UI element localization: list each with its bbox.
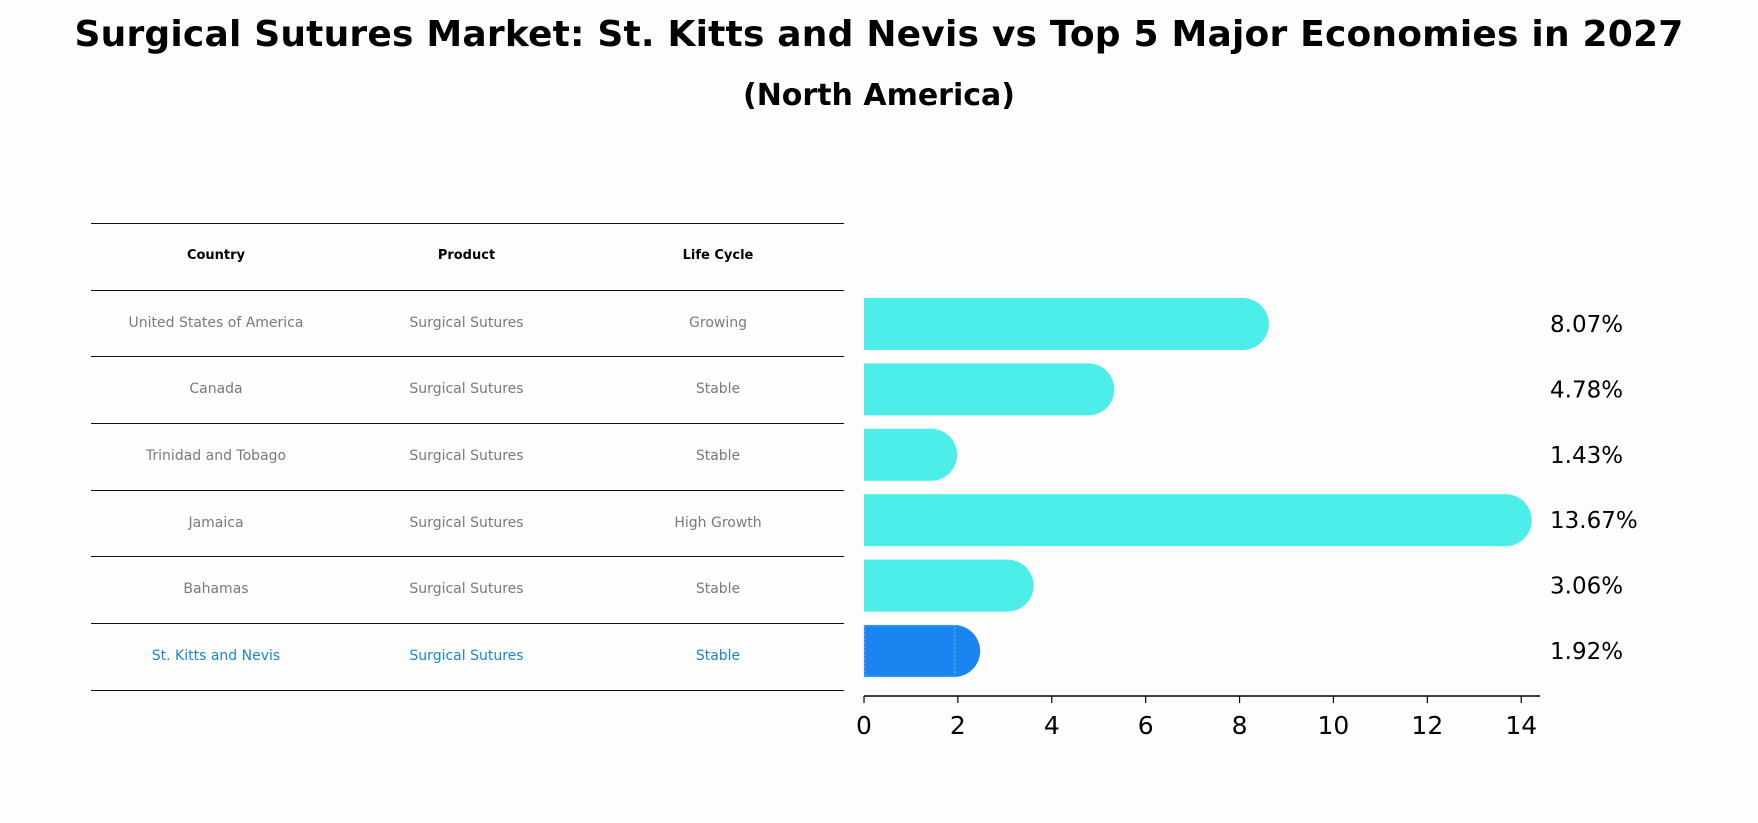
x-tick-label: 12 <box>1411 711 1443 740</box>
bar-value-label: 8.07% <box>1550 312 1623 338</box>
x-tick-label: 4 <box>1044 711 1060 740</box>
table-header-life-cycle: Life Cycle <box>682 248 754 263</box>
x-tick-label: 6 <box>1138 711 1154 740</box>
table-cell-product: Surgical Sutures <box>409 581 524 597</box>
chart-subtitle: (North America) <box>742 78 1015 113</box>
table-cell-life-cycle-highlight: Stable <box>695 648 741 664</box>
bar-cap <box>981 559 1034 612</box>
bar <box>864 363 1089 416</box>
table-cell-product: Surgical Sutures <box>409 448 524 464</box>
table-cell-country: Trinidad and Tobago <box>145 448 287 464</box>
bar-cap-highlight <box>928 625 981 677</box>
table-header-country: Country <box>186 248 246 263</box>
table-rule <box>91 623 844 624</box>
table-cell-product-highlight: Surgical Sutures <box>409 648 524 664</box>
bar-cap <box>1479 494 1532 547</box>
table-cell-life-cycle: Stable <box>695 448 741 464</box>
table-rule <box>91 223 844 224</box>
bar-cap <box>1216 298 1269 350</box>
table-cell-country: Bahamas <box>183 581 249 597</box>
table-rule <box>91 423 844 424</box>
table-cell-life-cycle: Growing <box>689 315 747 331</box>
table-cell-country: Jamaica <box>188 515 244 531</box>
table-rule <box>91 356 844 357</box>
table-cell-product: Surgical Sutures <box>409 315 524 331</box>
bar-value-label: 3.06% <box>1550 574 1623 600</box>
bar-value-label: 1.43% <box>1550 443 1623 469</box>
chart-title: Surgical Sutures Market: St. Kitts and N… <box>74 14 1684 55</box>
bar <box>864 298 1243 350</box>
table-rule <box>91 290 844 291</box>
bar-value-label: 4.78% <box>1550 377 1623 403</box>
table-rule <box>91 490 844 491</box>
table-cell-product: Surgical Sutures <box>409 515 524 531</box>
bar-value-label: 13.67% <box>1550 508 1638 534</box>
table-cell-country: United States of America <box>128 315 304 331</box>
bar-cap <box>905 428 958 481</box>
table-cell-life-cycle: Stable <box>695 381 741 397</box>
table-rule <box>91 556 844 557</box>
table-cell-country: Canada <box>189 381 243 397</box>
table-cell-country-highlight: St. Kitts and Nevis <box>151 648 281 664</box>
bar-highlight-outline <box>863 624 956 678</box>
x-tick-label: 8 <box>1232 711 1248 740</box>
bar <box>864 494 1506 547</box>
x-tick-label: 14 <box>1505 711 1537 740</box>
bar-value-label: 1.92% <box>1550 639 1623 665</box>
x-tick-label: 2 <box>950 711 966 740</box>
table-cell-life-cycle: High Growth <box>674 515 762 531</box>
table-cell-life-cycle: Stable <box>695 581 741 597</box>
bar-cap <box>1062 363 1115 416</box>
x-tick-label: 0 <box>856 711 872 740</box>
table-header-product: Product <box>437 248 496 263</box>
table-rule <box>91 690 844 691</box>
table-cell-product: Surgical Sutures <box>409 381 524 397</box>
x-tick-label: 10 <box>1318 711 1350 740</box>
